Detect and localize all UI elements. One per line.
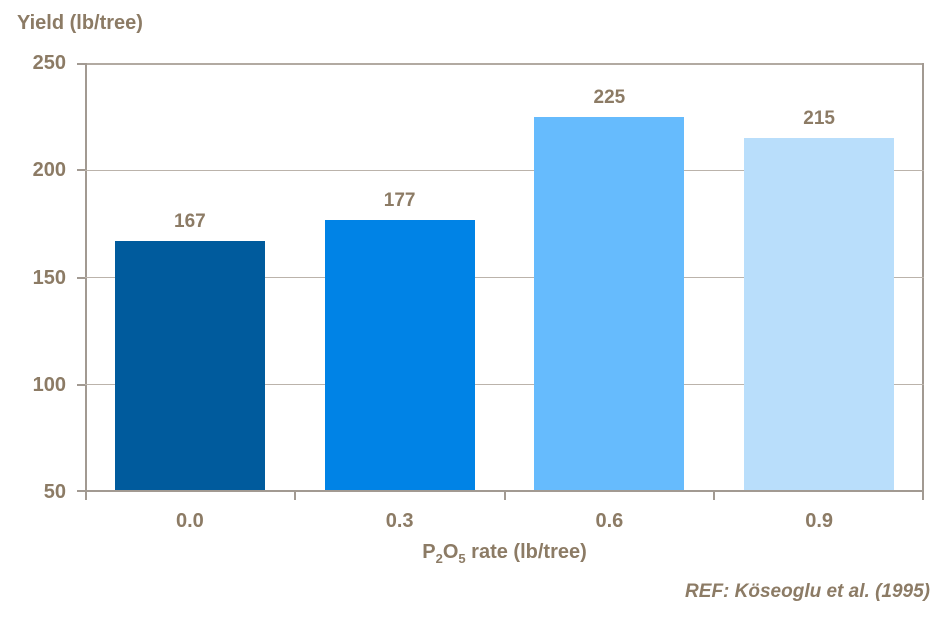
y-tick-label: 200 xyxy=(32,159,66,182)
x-axis-tick xyxy=(293,492,296,500)
bar xyxy=(324,219,475,490)
x-axis-title-sub2: 5 xyxy=(458,551,466,566)
x-category-label: 0.9 xyxy=(805,510,834,532)
plot-area: 167 177 225 215 xyxy=(77,63,924,500)
bar-value-label: 215 xyxy=(803,108,835,130)
gridline xyxy=(85,277,924,278)
gridline xyxy=(85,169,924,171)
y-tick-label: 150 xyxy=(32,266,66,289)
x-axis-tick xyxy=(922,492,924,500)
x-category-label: 0.6 xyxy=(595,510,624,532)
x-axis-title: P2O5 rate (lb/tree) xyxy=(85,541,924,566)
x-axis-tick xyxy=(85,492,87,500)
y-tick-label: 50 xyxy=(43,481,66,503)
y-axis-tick xyxy=(77,63,85,65)
y-axis-tick xyxy=(77,383,85,386)
y-axis-tick xyxy=(77,490,85,492)
gridline xyxy=(85,384,924,386)
bar-value-label: 167 xyxy=(174,211,206,233)
chart-title: Yield (lb/tree) xyxy=(17,12,143,34)
y-axis-tick xyxy=(77,276,85,279)
citation: REF: Köseoglu et al. (1995) xyxy=(685,581,930,602)
bar xyxy=(744,138,895,490)
x-axis-title-sub1: 2 xyxy=(435,551,443,566)
x-category-label: 0.3 xyxy=(385,510,414,532)
y-axis-tick xyxy=(77,169,85,172)
x-axis-title-rest: rate (lb/tree) xyxy=(465,541,587,563)
x-axis-tick xyxy=(503,492,506,500)
y-tick-label: 250 xyxy=(32,52,66,74)
x-axis-line xyxy=(85,490,924,492)
x-axis-tick xyxy=(713,492,716,500)
bar xyxy=(114,241,265,490)
plot-top-border xyxy=(85,63,924,65)
x-axis-title-base2: O xyxy=(442,541,459,563)
bar xyxy=(534,116,685,490)
y-tick-label: 100 xyxy=(32,373,66,396)
x-axis-title-base1: P xyxy=(422,541,436,563)
bar-value-label: 177 xyxy=(383,189,416,211)
x-category-label: 0.0 xyxy=(175,510,204,532)
bar-value-label: 225 xyxy=(593,86,626,108)
